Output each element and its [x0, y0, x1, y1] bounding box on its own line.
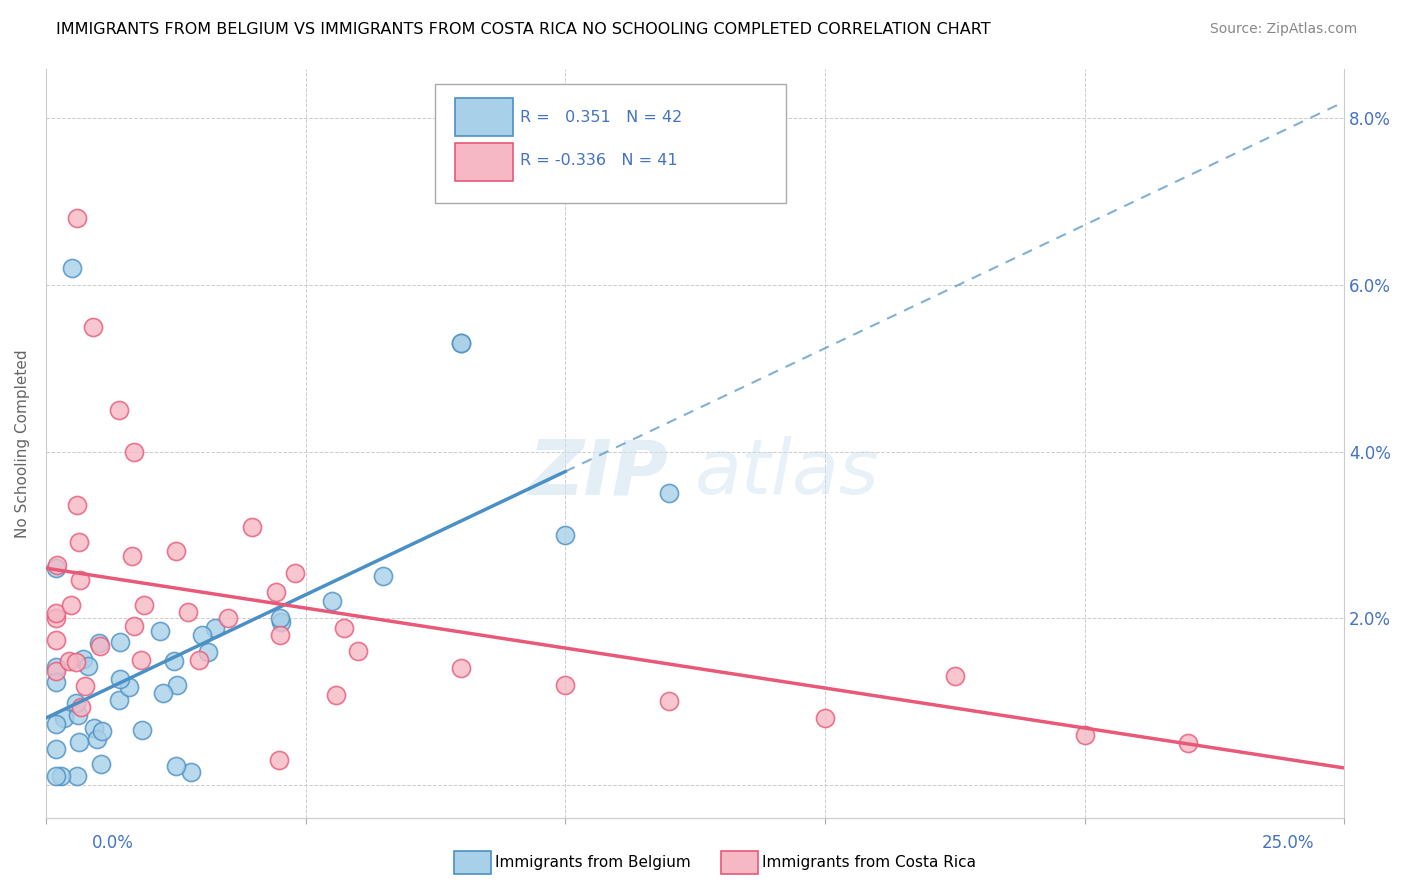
- Point: [267, 753, 290, 767]
- Point: [450, 336, 472, 351]
- Point: [131, 723, 153, 738]
- Point: [177, 606, 200, 620]
- Point: [814, 711, 837, 725]
- Point: [83, 721, 105, 735]
- Point: [204, 621, 226, 635]
- Point: [152, 685, 174, 699]
- Point: [554, 528, 576, 542]
- Point: [165, 759, 187, 773]
- Text: 25.0%: 25.0%: [1263, 834, 1315, 852]
- Point: [45, 610, 67, 624]
- Point: [91, 724, 114, 739]
- Point: [77, 659, 100, 673]
- Y-axis label: No Schooling Completed: No Schooling Completed: [15, 349, 30, 538]
- Point: [325, 689, 347, 703]
- Point: [66, 211, 89, 226]
- Point: [45, 606, 67, 620]
- Point: [122, 444, 145, 458]
- Point: [67, 708, 90, 723]
- Point: [73, 679, 96, 693]
- Text: 0.0%: 0.0%: [91, 834, 134, 852]
- Point: [269, 628, 291, 642]
- Point: [86, 732, 108, 747]
- Point: [107, 692, 129, 706]
- Point: [163, 654, 186, 668]
- Point: [45, 716, 67, 731]
- Point: [180, 765, 202, 780]
- Point: [121, 549, 143, 564]
- Point: [333, 621, 356, 635]
- Text: ZIP: ZIP: [529, 436, 669, 510]
- Point: [70, 699, 93, 714]
- Point: [149, 624, 172, 638]
- Point: [450, 336, 472, 351]
- Point: [217, 611, 239, 625]
- Point: [132, 598, 155, 612]
- Point: [658, 486, 681, 500]
- Point: [658, 694, 681, 708]
- Text: R =   0.351   N = 42: R = 0.351 N = 42: [520, 110, 682, 125]
- Point: [108, 634, 131, 648]
- Point: [59, 599, 82, 613]
- Point: [65, 696, 87, 710]
- Point: [450, 661, 472, 675]
- Point: [67, 535, 90, 549]
- Point: [270, 615, 292, 629]
- Point: [321, 594, 343, 608]
- Point: [90, 757, 112, 772]
- Text: R = -0.336   N = 41: R = -0.336 N = 41: [520, 153, 678, 169]
- Point: [554, 678, 576, 692]
- Point: [188, 652, 211, 666]
- Point: [269, 611, 291, 625]
- Text: atlas: atlas: [695, 436, 880, 510]
- FancyBboxPatch shape: [456, 98, 513, 136]
- FancyBboxPatch shape: [456, 144, 513, 181]
- Point: [82, 319, 104, 334]
- Point: [45, 769, 67, 783]
- Point: [45, 632, 67, 647]
- Point: [166, 677, 188, 691]
- Point: [45, 674, 67, 689]
- Point: [284, 566, 307, 580]
- Text: Immigrants from Costa Rica: Immigrants from Costa Rica: [762, 855, 976, 870]
- Point: [197, 645, 219, 659]
- Point: [69, 573, 91, 587]
- Point: [240, 520, 263, 534]
- Text: IMMIGRANTS FROM BELGIUM VS IMMIGRANTS FROM COSTA RICA NO SCHOOLING COMPLETED COR: IMMIGRANTS FROM BELGIUM VS IMMIGRANTS FR…: [56, 22, 991, 37]
- Point: [46, 558, 69, 572]
- Point: [107, 403, 129, 417]
- Point: [66, 769, 89, 783]
- Point: [45, 742, 67, 756]
- FancyBboxPatch shape: [436, 84, 786, 203]
- Point: [264, 585, 287, 599]
- Point: [373, 569, 395, 583]
- Point: [124, 618, 146, 632]
- Point: [346, 644, 368, 658]
- Point: [190, 628, 212, 642]
- Text: Source: ZipAtlas.com: Source: ZipAtlas.com: [1209, 22, 1357, 37]
- Point: [72, 652, 94, 666]
- Point: [131, 653, 153, 667]
- Point: [67, 735, 90, 749]
- Point: [118, 680, 141, 694]
- Point: [45, 665, 67, 679]
- Point: [1177, 736, 1199, 750]
- Point: [45, 660, 67, 674]
- Point: [165, 544, 187, 558]
- Point: [87, 636, 110, 650]
- Point: [45, 561, 67, 575]
- Point: [60, 261, 83, 276]
- Point: [58, 654, 80, 668]
- Text: Immigrants from Belgium: Immigrants from Belgium: [495, 855, 690, 870]
- Point: [89, 639, 111, 653]
- Point: [53, 711, 76, 725]
- Point: [65, 655, 87, 669]
- Point: [1073, 728, 1095, 742]
- Point: [943, 669, 966, 683]
- Point: [66, 498, 89, 512]
- Point: [108, 673, 131, 687]
- Point: [51, 769, 73, 783]
